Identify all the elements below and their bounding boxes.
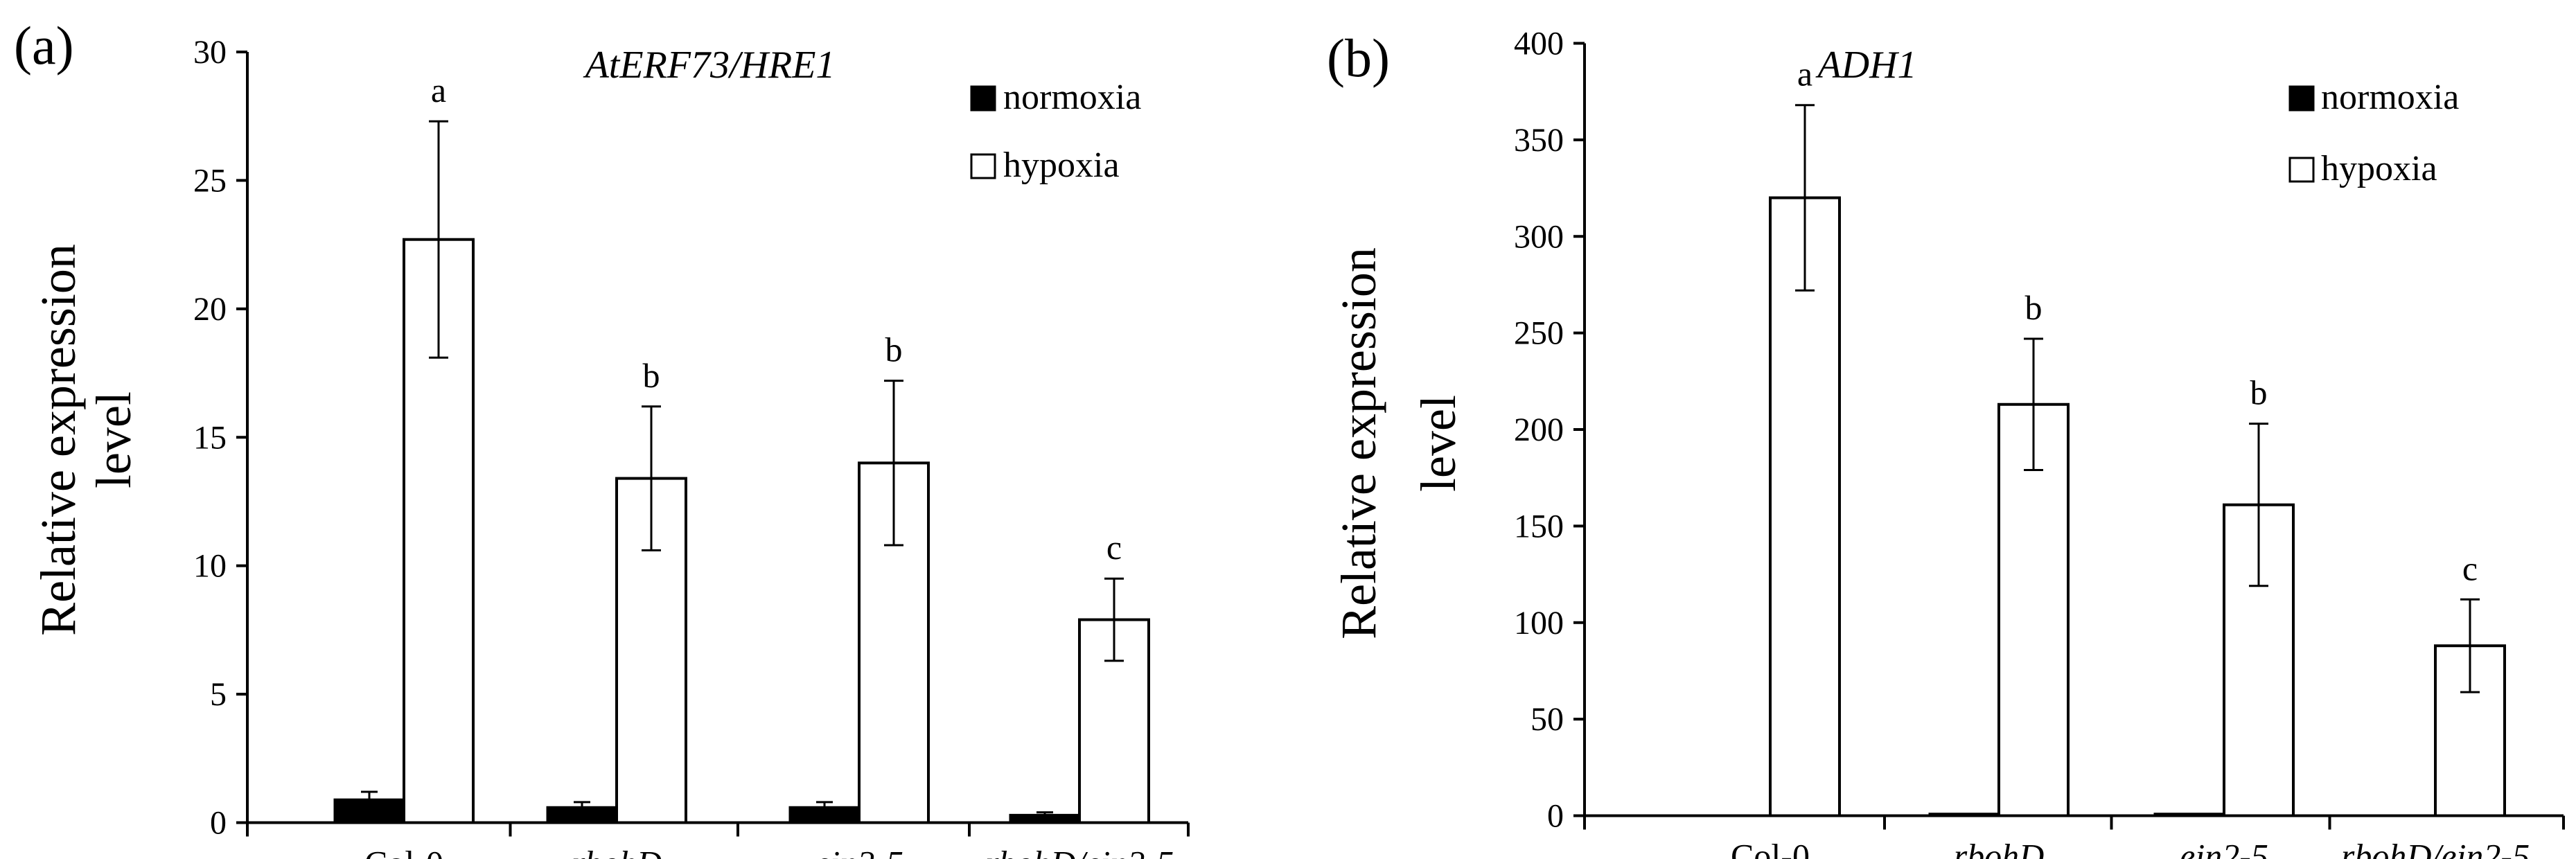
panel-b-y-tick-label: 350 [1514, 122, 1564, 159]
panel-b-bar-normoxia [2153, 813, 2225, 817]
panel-a-significance-label: b [643, 356, 660, 395]
panel-b-y-tick-label: 50 [1530, 701, 1564, 738]
panel-b-bar-normoxia [1928, 813, 2000, 817]
panel-b-legend-hypoxia-label: hypoxia [2321, 149, 2437, 188]
panel-b-y-tick-label: 150 [1514, 508, 1564, 544]
panel-b-y-tick-label: 100 [1514, 605, 1564, 641]
panel-a-label: (a) [14, 15, 74, 76]
panel-a-category-label: Col-0 [364, 844, 443, 859]
panel-a-category-label: rbohD [572, 844, 662, 859]
panel-b-legend-normoxia-label: normoxia [2321, 78, 2459, 117]
panel-a-significance-label: a [431, 71, 446, 109]
panel-b-legend-normoxia-swatch [2288, 85, 2315, 112]
panel-b-y-tick-label: 250 [1514, 315, 1564, 352]
panel-b-category-label: ein2-5 [2180, 837, 2268, 859]
panel-a: (a) AtERF73/HRE1 Relative expression lev… [14, 15, 1190, 859]
panel-a-axes: 0 5 10 15 20 25 30 Col-0 rbohD ein2-5 rbohD/ein2-5 [193, 34, 1190, 859]
panel-b-category-label: rbohD [1954, 837, 2045, 859]
panel-a-category-label: rbohD/ein2-5 [985, 844, 1174, 859]
panel-b-y-tick-label: 300 [1514, 218, 1564, 255]
panel-a-y-tick-label: 10 [193, 548, 227, 585]
panel-b-bar-hypoxia [1769, 196, 1841, 817]
panel-b-axes: 0 50 100 150 200 250 300 350 400 Col-0 rbohD ein2-5… [1514, 26, 2565, 859]
panel-b-bars: a b b c [1769, 55, 2506, 817]
panel-b-significance-label: b [2250, 373, 2268, 412]
panel-b-y-tick-label: 200 [1514, 411, 1564, 448]
panel-b-label: (b) [1327, 28, 1390, 88]
panel-a-ylabel-line1: Relative expression [30, 244, 86, 636]
panel-a-y-tick-label: 30 [193, 34, 227, 71]
panel-b-y-tick-label: 0 [1547, 798, 1564, 835]
panel-a-bar-hypoxia [1078, 618, 1150, 824]
panel-a-legend-hypoxia-label: hypoxia [1003, 145, 1120, 185]
panel-b-bar-hypoxia [1997, 402, 2070, 817]
panel-b-significance-label: a [1797, 55, 1812, 94]
panel-a-y-tick-label: 15 [193, 419, 227, 456]
panel-b-title: ADH1 [1815, 44, 1916, 87]
panel-a-legend-hypoxia-swatch [970, 153, 996, 179]
panel-b-y-tick-label: 400 [1514, 26, 1564, 62]
panel-b-category-label: Col-0 [1731, 837, 1810, 859]
panel-a-category-label: ein2-5 [815, 844, 903, 859]
panel-b: (b) ADH1 Relative expression level 0 50 10… [1327, 26, 2565, 859]
panel-a-y-tick-label: 5 [210, 676, 227, 713]
panel-a-y-tick-label: 25 [193, 162, 227, 199]
panel-a-ylabel-line2: level [86, 391, 141, 488]
panel-b-significance-label: b [2025, 288, 2043, 327]
panel-a-bars: a b b c [333, 71, 1150, 824]
panel-a-y-tick-label: 20 [193, 291, 227, 328]
panel-a-significance-label: c [1106, 528, 1122, 567]
panel-b-ylabel-line2: level [1411, 395, 1466, 492]
panel-b-legend-hypoxia-swatch [2288, 157, 2315, 183]
panel-a-legend-normoxia-swatch [970, 85, 996, 112]
panel-a-title: AtERF73/HRE1 [583, 44, 836, 87]
panel-b-category-label: rbohD/ein2-5 [2341, 837, 2530, 859]
panel-a-legend-normoxia-label: normoxia [1003, 78, 1141, 117]
panel-b-significance-label: c [2462, 549, 2478, 587]
panel-b-ylabel-line1: Relative expression [1331, 247, 1386, 639]
panel-a-significance-label: b [885, 330, 903, 369]
panel-a-y-tick-label: 0 [210, 805, 227, 842]
